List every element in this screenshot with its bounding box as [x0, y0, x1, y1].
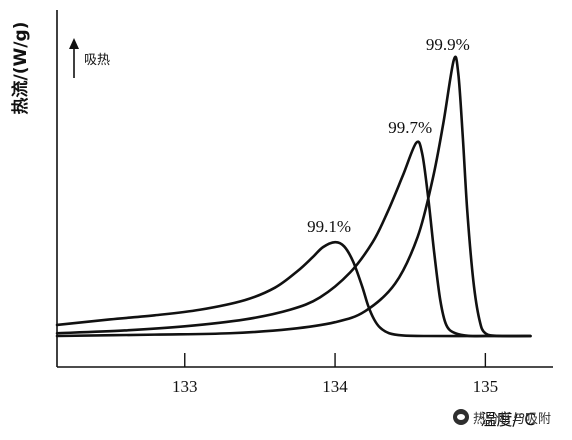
annotations: 99.1% 99.7% 99.9%: [307, 35, 470, 236]
series-line-1: [55, 240, 532, 338]
wechat-icon: [453, 409, 469, 425]
x-axis-label: 温度/℃: [480, 410, 535, 429]
endotherm-label: 吸热: [84, 53, 110, 68]
watermark: 热分析与吸附: [453, 406, 569, 428]
curves: [55, 55, 532, 338]
y-axis-label: 热流/(W/g): [10, 22, 31, 115]
series-label-2: 99.7%: [388, 118, 432, 137]
x-tick-label: 135: [473, 377, 499, 396]
series-line-3: [55, 55, 532, 338]
x-ticks: 133 134 135: [172, 353, 498, 396]
endotherm-indicator: 吸热: [69, 38, 110, 78]
x-tick-label: 133: [172, 377, 198, 396]
x-tick-label: 134: [322, 377, 348, 396]
arrow-head-icon: [69, 38, 79, 49]
watermark-text: 热分析与吸附: [473, 411, 552, 427]
series-label-3: 99.9%: [426, 35, 470, 54]
series-label-1: 99.1%: [307, 217, 351, 236]
series-line-2: [55, 140, 532, 338]
axes: [56, 10, 553, 368]
